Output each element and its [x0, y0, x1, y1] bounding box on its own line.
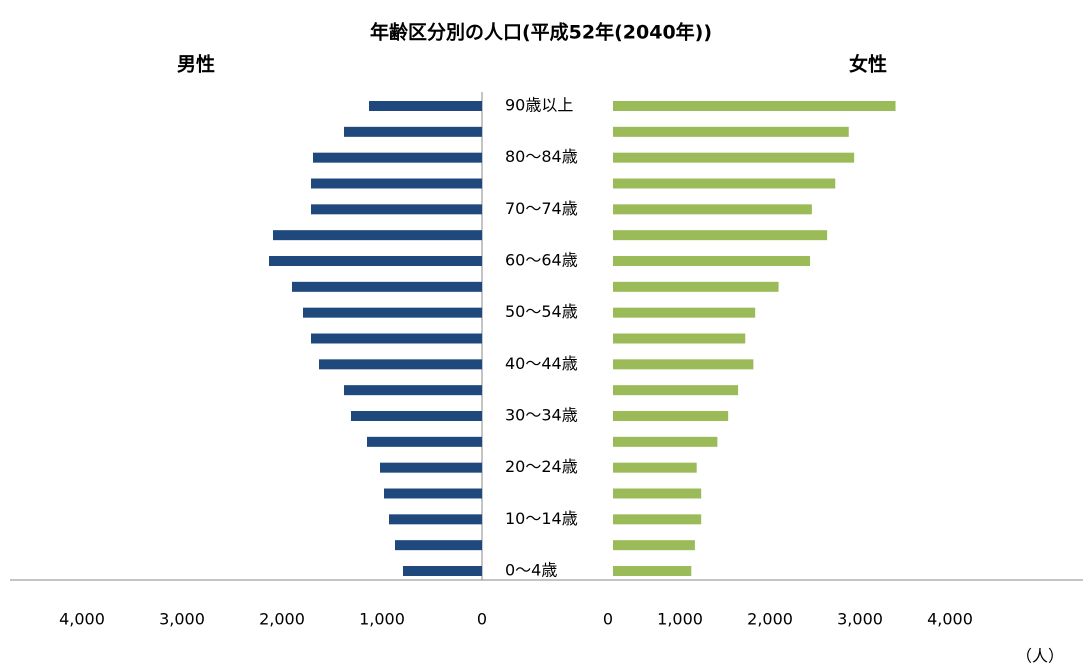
bar [613, 385, 739, 396]
bar [311, 204, 482, 215]
left-heading: 男性 [177, 53, 215, 76]
bar [380, 462, 482, 473]
bar [613, 436, 718, 447]
x-tick-label: 1,000 [657, 610, 703, 629]
bar [613, 540, 695, 551]
bar [613, 126, 849, 137]
category-label: 80〜84歳 [505, 147, 578, 166]
x-tick-label: 2,000 [259, 610, 305, 629]
category-label: 60〜64歳 [505, 251, 578, 270]
category-label: 70〜74歳 [505, 199, 578, 218]
x-tick-label: 3,000 [837, 610, 883, 629]
right-heading: 女性 [849, 53, 887, 76]
bar [303, 307, 482, 318]
bar [613, 178, 836, 189]
category-label: 30〜34歳 [505, 406, 578, 425]
x-tick-label: 2,000 [747, 610, 793, 629]
x-tick-label: 1,000 [359, 610, 405, 629]
bar [369, 101, 482, 111]
bar [613, 359, 754, 370]
bar [613, 204, 812, 215]
bar [613, 230, 828, 241]
bar [613, 307, 756, 318]
category-label: 0〜4歳 [505, 561, 557, 580]
category-label: 10〜14歳 [505, 509, 578, 528]
bar [613, 256, 811, 266]
bar [613, 462, 697, 473]
bar [319, 359, 482, 370]
bar [389, 514, 482, 525]
bar [273, 230, 482, 241]
bar [613, 281, 779, 292]
bar [395, 540, 482, 551]
bar [613, 514, 702, 525]
bar [311, 333, 482, 344]
x-tick-label: 4,000 [59, 610, 105, 629]
bar [292, 281, 482, 292]
bar [613, 411, 729, 421]
x-tick-label: 3,000 [159, 610, 205, 629]
bar [367, 436, 482, 447]
bar [351, 411, 482, 421]
category-label: 40〜44歳 [505, 354, 578, 373]
bar [311, 178, 482, 189]
category-label: 20〜24歳 [505, 457, 578, 476]
x-tick-label: 0 [477, 610, 487, 629]
bar [313, 152, 482, 163]
bar [269, 256, 482, 266]
bar [613, 333, 746, 344]
x-tick-label: 4,000 [927, 610, 973, 629]
chart-title: 年齢区分別の人口(平成52年(2040年)) [370, 21, 712, 44]
bar [613, 152, 855, 163]
bar [344, 126, 482, 137]
bar [613, 566, 692, 576]
bar [403, 566, 482, 576]
bar [613, 488, 702, 499]
bar [613, 101, 896, 111]
category-label: 90歳以上 [505, 96, 573, 115]
unit-label: （人） [1016, 647, 1064, 666]
category-label: 50〜54歳 [505, 302, 578, 321]
x-tick-label: 0 [603, 610, 613, 629]
bar [384, 488, 482, 499]
bar [344, 385, 482, 396]
